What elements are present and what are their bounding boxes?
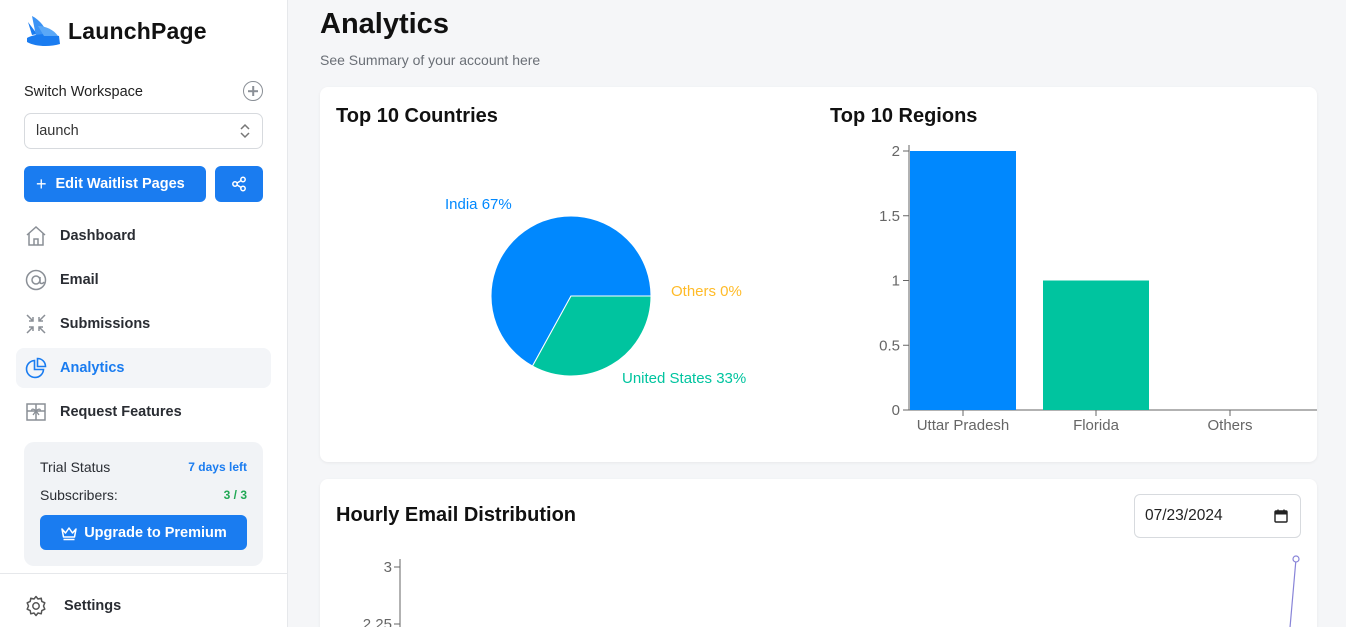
top-regions-title: Top 10 Regions	[830, 105, 978, 127]
edit-waitlist-pages-button[interactable]: + Edit Waitlist Pages	[24, 166, 206, 202]
subscribers-label: Subscribers:	[40, 487, 118, 503]
workspace-select[interactable]: launch	[24, 113, 263, 149]
top-countries-title: Top 10 Countries	[336, 105, 498, 127]
pie-slice-india[interactable]	[490, 215, 652, 367]
y-tick-label: 0.5	[879, 337, 900, 354]
edit-waitlist-pages-label: Edit Waitlist Pages	[55, 176, 185, 192]
share-icon	[232, 176, 246, 192]
countries-pie-chart: India 67% United States 33% Others 0%	[445, 196, 746, 387]
switch-workspace-label: Switch Workspace	[24, 84, 143, 100]
subscribers-row: Subscribers: 3 / 3	[40, 487, 247, 503]
upgrade-label: Upgrade to Premium	[84, 524, 227, 541]
gear-icon	[26, 595, 46, 617]
sidebar-item-analytics[interactable]: Analytics	[16, 348, 271, 388]
x-tick-label: Uttar Pradesh	[917, 417, 1010, 434]
settings-label: Settings	[64, 598, 122, 614]
y-tick-label: 2	[892, 143, 900, 160]
y-tick-label: 2.25	[363, 616, 392, 627]
at-icon	[25, 269, 47, 291]
sidebar-item-label: Email	[60, 272, 99, 288]
workspace-select-value: launch	[36, 123, 79, 139]
hourly-email-card: Hourly Email Distribution 07/23/2024 3 2.…	[320, 479, 1317, 627]
pie-label-others: Others 0%	[671, 283, 742, 300]
bar-florida[interactable]	[1043, 280, 1149, 411]
trial-status-label: Trial Status	[40, 459, 111, 475]
pie-chart-icon	[25, 357, 47, 379]
plus-icon: +	[36, 174, 47, 194]
home-icon	[26, 225, 46, 246]
page-title: Analytics	[320, 8, 449, 40]
sidebar-divider	[0, 573, 287, 574]
gift-icon	[26, 403, 46, 421]
series-line	[1289, 558, 1297, 627]
share-button[interactable]	[215, 166, 263, 202]
sidebar: LaunchPage Switch Workspace launch + Edi…	[0, 0, 288, 627]
page-subtitle: See Summary of your account here	[320, 52, 541, 68]
sidebar-item-settings[interactable]: Settings	[24, 594, 121, 618]
add-workspace-icon[interactable]	[243, 81, 263, 101]
sidebar-item-label: Dashboard	[60, 228, 136, 244]
sidebar-item-submissions[interactable]: Submissions	[16, 304, 271, 344]
sidebar-nav: Dashboard Email Submissions A	[16, 216, 271, 436]
calendar-icon	[1274, 509, 1288, 523]
regions-bar-chart: 0 0.5 1 1.5 2 Uttar Pradesh Florida Others	[879, 143, 1317, 434]
bar-uttar-pradesh[interactable]	[910, 151, 1016, 410]
top-charts-card: Top 10 Countries Top 10 Regions India 67…	[320, 87, 1317, 462]
launchpage-logo-icon	[27, 16, 60, 47]
trial-status-row: Trial Status 7 days left	[40, 459, 247, 475]
sidebar-item-request-features[interactable]: Request Features	[16, 392, 271, 432]
y-tick-label: 3	[384, 559, 392, 576]
upgrade-to-premium-button[interactable]: Upgrade to Premium	[40, 515, 247, 550]
pie-label-india: India 67%	[445, 196, 512, 213]
date-input-value: 07/23/2024	[1145, 507, 1223, 524]
subscribers-value: 3 / 3	[223, 488, 247, 502]
sidebar-item-email[interactable]: Email	[16, 260, 271, 300]
trial-status-panel: Trial Status 7 days left Subscribers: 3 …	[24, 442, 263, 566]
crown-icon	[61, 526, 77, 540]
y-tick-label: 1	[892, 273, 900, 290]
hourly-email-line-chart: 32.25	[363, 555, 1300, 627]
date-input[interactable]: 07/23/2024	[1134, 494, 1301, 538]
trial-status-value: 7 days left	[188, 460, 247, 474]
data-point[interactable]	[1292, 555, 1300, 563]
compress-icon	[26, 314, 46, 334]
logo[interactable]: LaunchPage	[24, 14, 207, 48]
x-tick-label: Others	[1207, 417, 1252, 434]
pie-label-united-states: United States 33%	[622, 370, 746, 387]
sidebar-item-dashboard[interactable]: Dashboard	[16, 216, 271, 256]
chevron-up-down-icon	[240, 123, 250, 139]
y-tick-label: 1.5	[879, 208, 900, 225]
sidebar-item-label: Analytics	[60, 360, 125, 376]
x-tick-label: Florida	[1073, 417, 1120, 434]
pie-slice-united-states[interactable]	[531, 295, 652, 377]
sidebar-item-label: Request Features	[60, 404, 182, 420]
hourly-email-title: Hourly Email Distribution	[336, 504, 577, 526]
sidebar-item-label: Submissions	[60, 316, 151, 332]
app-name: LaunchPage	[68, 17, 207, 44]
y-tick-label: 0	[892, 402, 900, 419]
